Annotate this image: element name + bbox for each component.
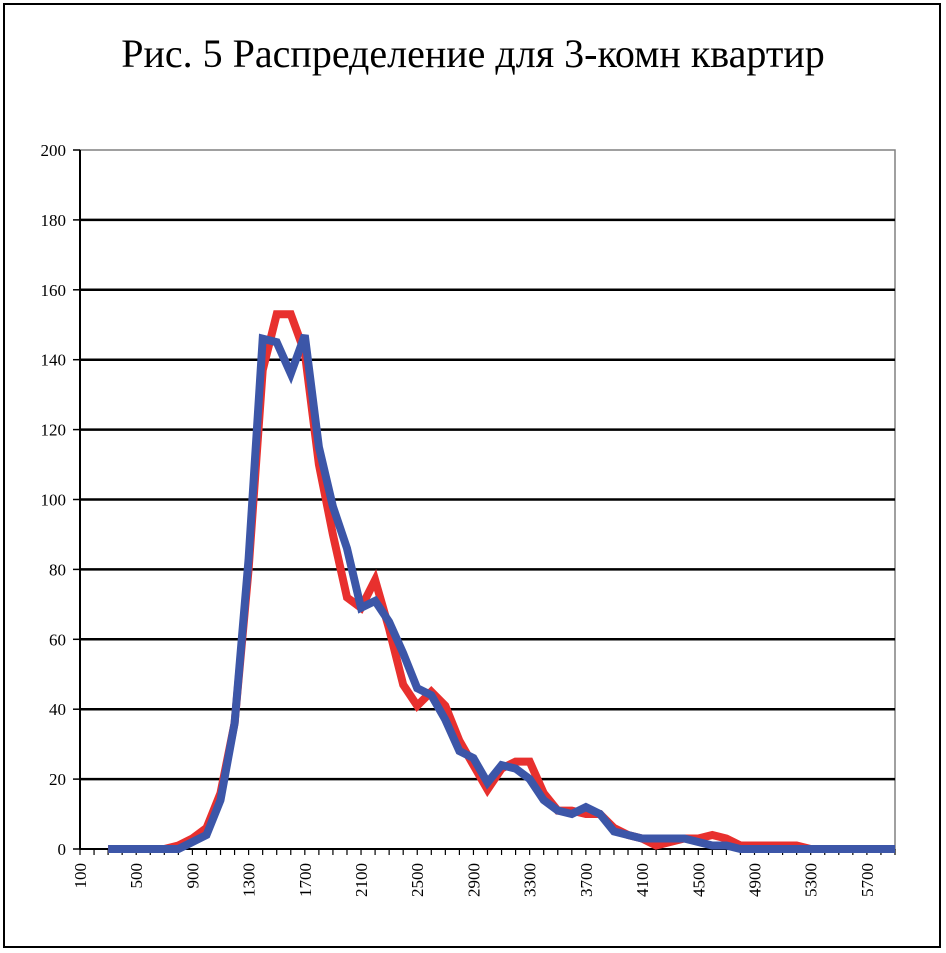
y-tick-label: 100 [41,491,67,510]
chart-title: Рис. 5 Распределение для 3-комн квартир [121,31,825,76]
chart-frame [3,3,941,948]
x-tick-label: 5700 [858,863,877,897]
x-tick-label: 900 [183,863,202,889]
x-tick-label: 5300 [802,863,821,897]
x-tick-label: 1700 [296,863,315,897]
y-tick-label: 180 [41,211,67,230]
x-tick-label: 4500 [689,863,708,897]
y-tick-label: 160 [41,281,67,300]
x-tick-label: 4900 [745,863,764,897]
x-tick-label: 3700 [577,863,596,897]
axis-layer: 0 20 40 60 80 100 120 140 160 180 200 100 500 900 1300… [41,141,896,897]
x-tick-label: 4100 [633,863,652,897]
x-tick-label: 3300 [521,863,540,897]
y-tick-label: 60 [49,630,66,649]
x-tick-label: 2900 [464,863,483,897]
y-tick-label: 140 [41,351,67,370]
y-tick-label: 40 [49,700,66,719]
series-layer [108,310,896,853]
x-tick-label: 2100 [352,863,371,897]
x-tick-label: 500 [127,863,146,889]
y-tick-label: 20 [49,770,66,789]
x-tick-label: 100 [71,863,90,889]
y-tick-label: 200 [41,141,67,160]
y-tick-label: 0 [58,840,67,859]
y-tick-label: 120 [41,421,67,440]
grid-layer [79,149,896,850]
x-tick-label: 2500 [408,863,427,897]
x-tick-label: 1300 [240,863,259,897]
y-tick-label: 80 [49,560,66,579]
